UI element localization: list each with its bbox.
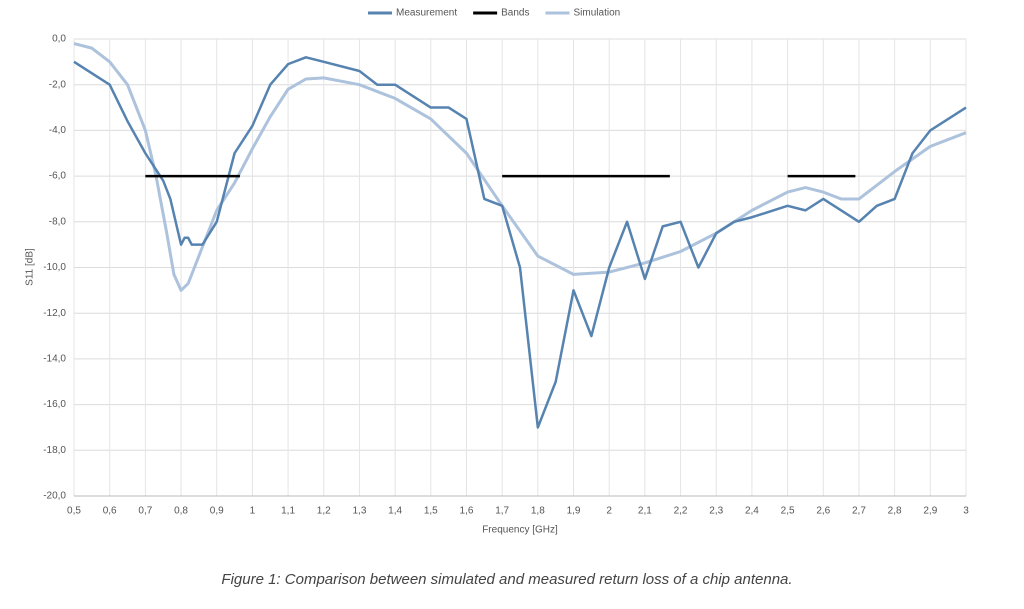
- y-tick-label: -12,0: [43, 308, 66, 319]
- y-tick-label: -14,0: [43, 354, 66, 365]
- x-tick-label: 2,5: [781, 506, 795, 517]
- caption: Figure 1: Comparison between simulated a…: [221, 571, 792, 588]
- x-tick-label: 2,7: [852, 506, 866, 517]
- y-tick-label: -16,0: [43, 399, 66, 410]
- x-tick-label: 1,3: [352, 506, 366, 517]
- x-tick-label: 0,5: [67, 506, 81, 517]
- x-tick-label: 1,8: [531, 506, 545, 517]
- x-tick-label: 1,7: [495, 506, 509, 517]
- x-tick-label: 2: [606, 506, 612, 517]
- y-tick-label: -2,0: [49, 79, 67, 90]
- legend-label: Simulation: [574, 8, 621, 19]
- x-tick-label: 2,8: [888, 506, 902, 517]
- y-tick-label: -18,0: [43, 445, 66, 456]
- y-tick-label: 0,0: [52, 34, 66, 45]
- x-tick-label: 2,1: [638, 506, 652, 517]
- x-tick-label: 0,6: [103, 506, 117, 517]
- x-tick-label: 1,1: [281, 506, 295, 517]
- y-tick-label: -8,0: [49, 216, 67, 227]
- x-tick-label: 2,2: [674, 506, 688, 517]
- x-tick-label: 2,4: [745, 506, 759, 517]
- x-tick-label: 1,5: [424, 506, 438, 517]
- y-tick-label: -20,0: [43, 491, 66, 502]
- x-tick-label: 1,4: [388, 506, 402, 517]
- legend-label: Bands: [501, 8, 529, 19]
- legend-label: Measurement: [396, 8, 457, 19]
- y-tick-label: -6,0: [49, 171, 67, 182]
- x-tick-label: 2,9: [923, 506, 937, 517]
- x-tick-label: 0,8: [174, 506, 188, 517]
- y-tick-label: -10,0: [43, 262, 66, 273]
- x-tick-label: 0,9: [210, 506, 224, 517]
- x-tick-label: 1,2: [317, 506, 331, 517]
- x-tick-label: 0,7: [138, 506, 152, 517]
- x-tick-label: 1,9: [567, 506, 581, 517]
- x-tick-label: 3: [963, 506, 969, 517]
- series-line: [73, 56, 967, 429]
- y-axis-title: S11 [dB]: [25, 248, 36, 286]
- x-tick-label: 2,3: [709, 506, 723, 517]
- x-tick-label: 2,6: [816, 506, 830, 517]
- series-line: [73, 42, 967, 292]
- x-tick-label: 1,6: [460, 506, 474, 517]
- x-tick-label: 1: [250, 506, 256, 517]
- x-axis-title: Frequency [GHz]: [482, 525, 558, 536]
- y-tick-label: -4,0: [49, 125, 67, 136]
